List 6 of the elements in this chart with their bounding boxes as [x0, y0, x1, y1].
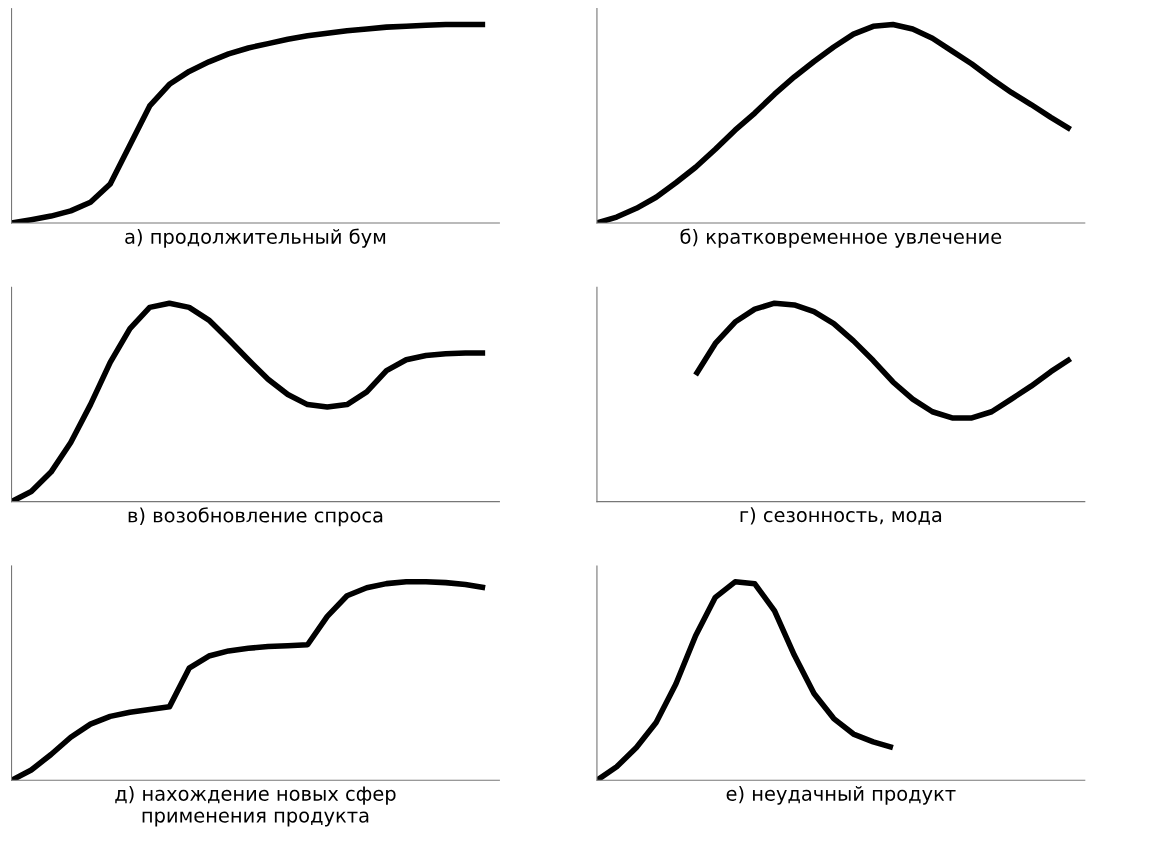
x-axis-title: г) сезонность, мода [740, 507, 942, 525]
x-axis-title: а) продолжительный бум [125, 228, 386, 248]
x-axis-title: е) неудачный продукт [726, 785, 956, 805]
x-axis-title: в) возобновление спроса [128, 507, 383, 527]
x-axis-title: б) кратковременное увлечение [680, 228, 1002, 248]
x-axis-title: д) нахождение новых сфер применения продукта [115, 785, 396, 827]
